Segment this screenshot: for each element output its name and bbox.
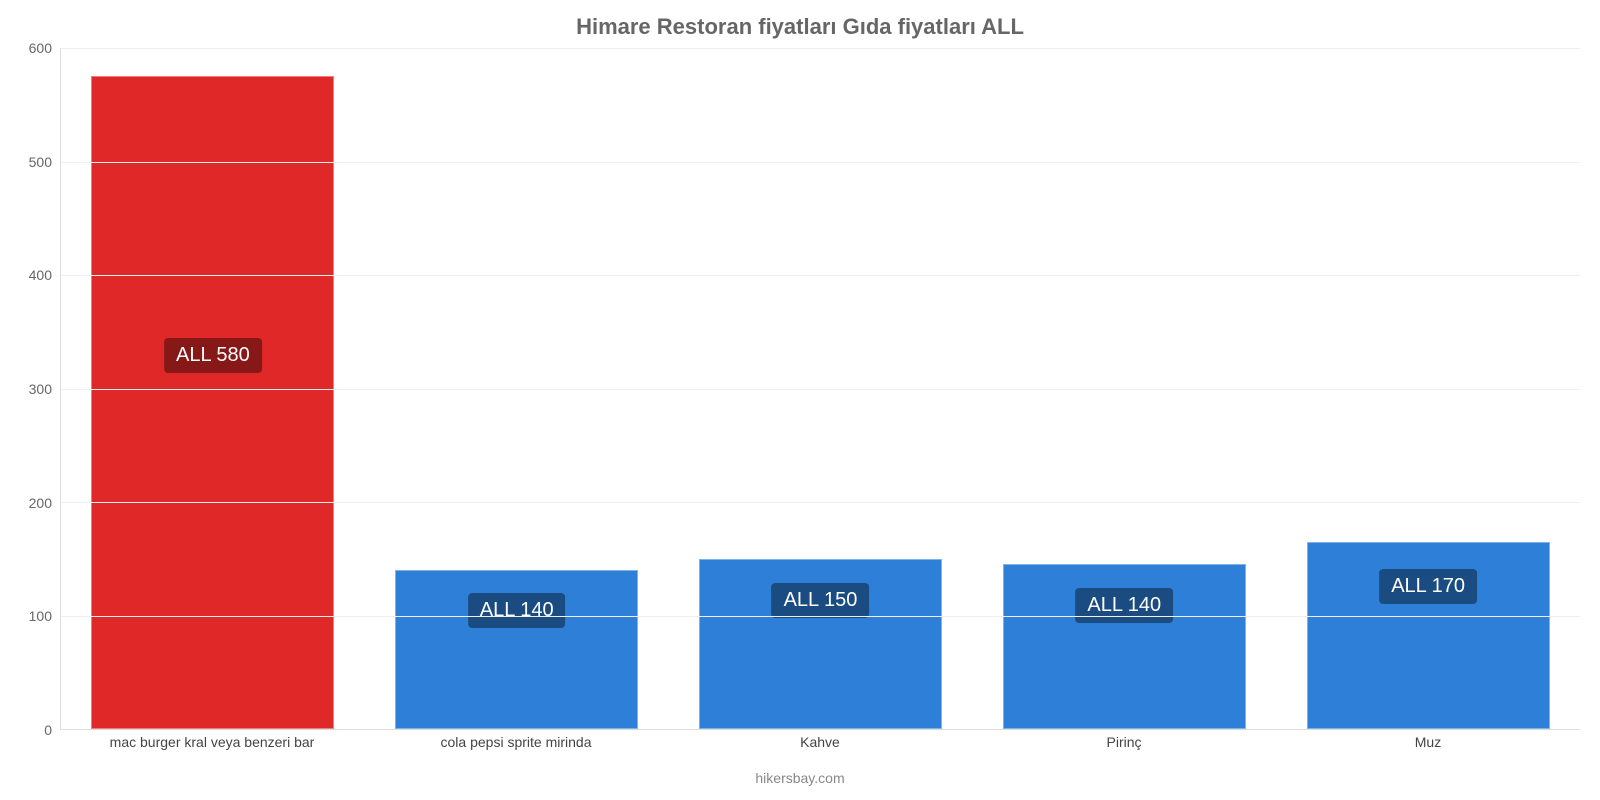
y-tick-label: 0	[44, 722, 52, 738]
x-tick-label: Kahve	[800, 734, 840, 750]
x-tick-label: Muz	[1415, 734, 1441, 750]
x-tick-label: mac burger kral veya benzeri bar	[110, 734, 315, 750]
bar: ALL 140	[1003, 564, 1246, 729]
y-tick-label: 500	[29, 154, 52, 170]
y-tick-label: 200	[29, 495, 52, 511]
grid-line	[61, 502, 1580, 503]
grid-line	[61, 616, 1580, 617]
bar-value-badge: ALL 580	[164, 338, 262, 373]
chart-container: Himare Restoran fiyatları Gıda fiyatları…	[0, 0, 1600, 800]
grid-line	[61, 162, 1580, 163]
bar: ALL 580	[91, 76, 334, 729]
bar-value-badge: ALL 170	[1379, 569, 1477, 604]
y-tick-label: 100	[29, 608, 52, 624]
y-tick-label: 300	[29, 381, 52, 397]
chart-title: Himare Restoran fiyatları Gıda fiyatları…	[0, 0, 1600, 46]
bar-value-badge: ALL 140	[1075, 588, 1173, 623]
grid-line	[61, 275, 1580, 276]
x-tick-label: Pirinç	[1106, 734, 1141, 750]
bar-value-badge: ALL 150	[772, 583, 870, 618]
x-axis-labels: mac burger kral veya benzeri bar cola pep…	[60, 734, 1580, 756]
grid-line	[61, 389, 1580, 390]
x-tick-label: cola pepsi sprite mirinda	[441, 734, 592, 750]
y-tick-label: 400	[29, 267, 52, 283]
grid-line	[61, 48, 1580, 49]
y-axis-labels: 0100200300400500600	[0, 48, 60, 730]
footer-credit: hikersbay.com	[0, 770, 1600, 786]
bar: ALL 150	[699, 559, 942, 729]
bar: ALL 170	[1307, 542, 1550, 729]
y-tick-label: 600	[29, 40, 52, 56]
plot-area: ALL 580 ALL 140 ALL 150 ALL 140 ALL 170	[60, 48, 1580, 730]
bar: ALL 140	[395, 570, 638, 729]
bar-value-badge: ALL 140	[468, 593, 566, 628]
